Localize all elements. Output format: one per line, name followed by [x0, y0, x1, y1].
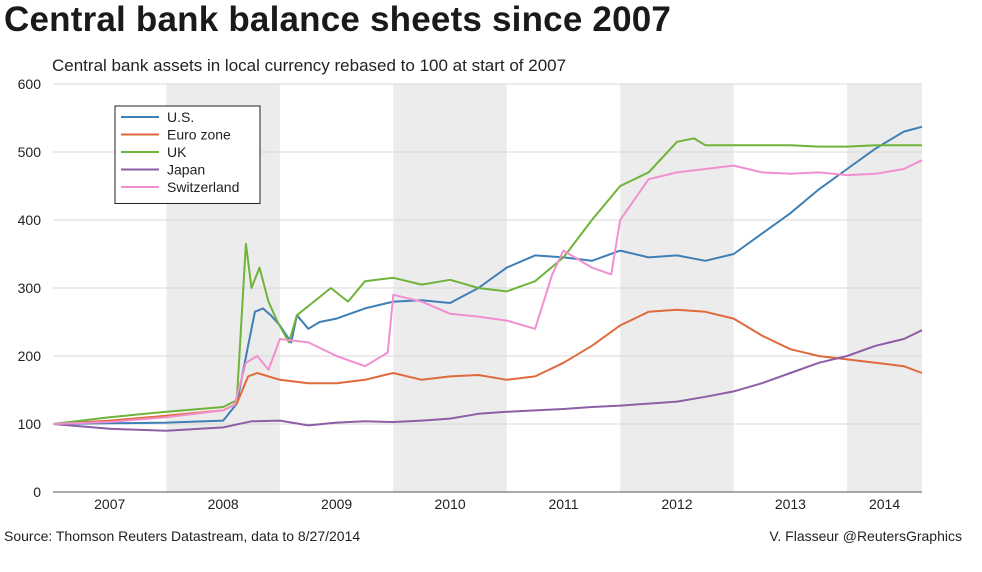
x-tick-label: 2011 — [548, 496, 578, 512]
series-lines — [52, 125, 923, 432]
legend-label: U.S. — [167, 109, 194, 125]
x-tick-label: 2012 — [661, 496, 692, 512]
series-line-1 — [52, 308, 923, 425]
y-tick-label: 300 — [18, 280, 42, 296]
y-tick-label: 100 — [18, 416, 42, 432]
series-line-0 — [52, 125, 923, 425]
legend-label: UK — [167, 144, 187, 160]
gridlines — [53, 83, 922, 425]
x-tick-label: 2010 — [434, 496, 465, 512]
x-tick-label: 2007 — [94, 496, 125, 512]
series-line-2 — [52, 137, 922, 425]
legend-label: Euro zone — [167, 127, 231, 143]
chart-subtitle: Central bank assets in local currency re… — [52, 56, 567, 75]
x-tick-label: 2009 — [321, 496, 352, 512]
x-tick-label: 2008 — [208, 496, 239, 512]
axes: 0 100 200 300 400 500 600 2007 2008 2009 2010 2011 2… — [18, 76, 922, 512]
legend-label: Switzerland — [167, 179, 239, 195]
x-tick-label: 2013 — [775, 496, 806, 512]
series-line-4 — [52, 159, 923, 425]
chart-title: Central bank balance sheets since 2007 — [4, 0, 672, 39]
y-tick-label: 200 — [18, 348, 42, 364]
y-tick-label: 0 — [33, 484, 41, 500]
series-line-3 — [52, 329, 923, 432]
y-tick-label: 400 — [18, 212, 42, 228]
credit-note: V. Flasseur @ReutersGraphics — [769, 528, 962, 544]
y-tick-label: 600 — [18, 76, 42, 92]
x-tick-label: 2014 — [869, 496, 900, 512]
y-tick-label: 500 — [18, 144, 42, 160]
legend-label: Japan — [167, 162, 205, 178]
source-note: Source: Thomson Reuters Datastream, data… — [4, 528, 361, 544]
